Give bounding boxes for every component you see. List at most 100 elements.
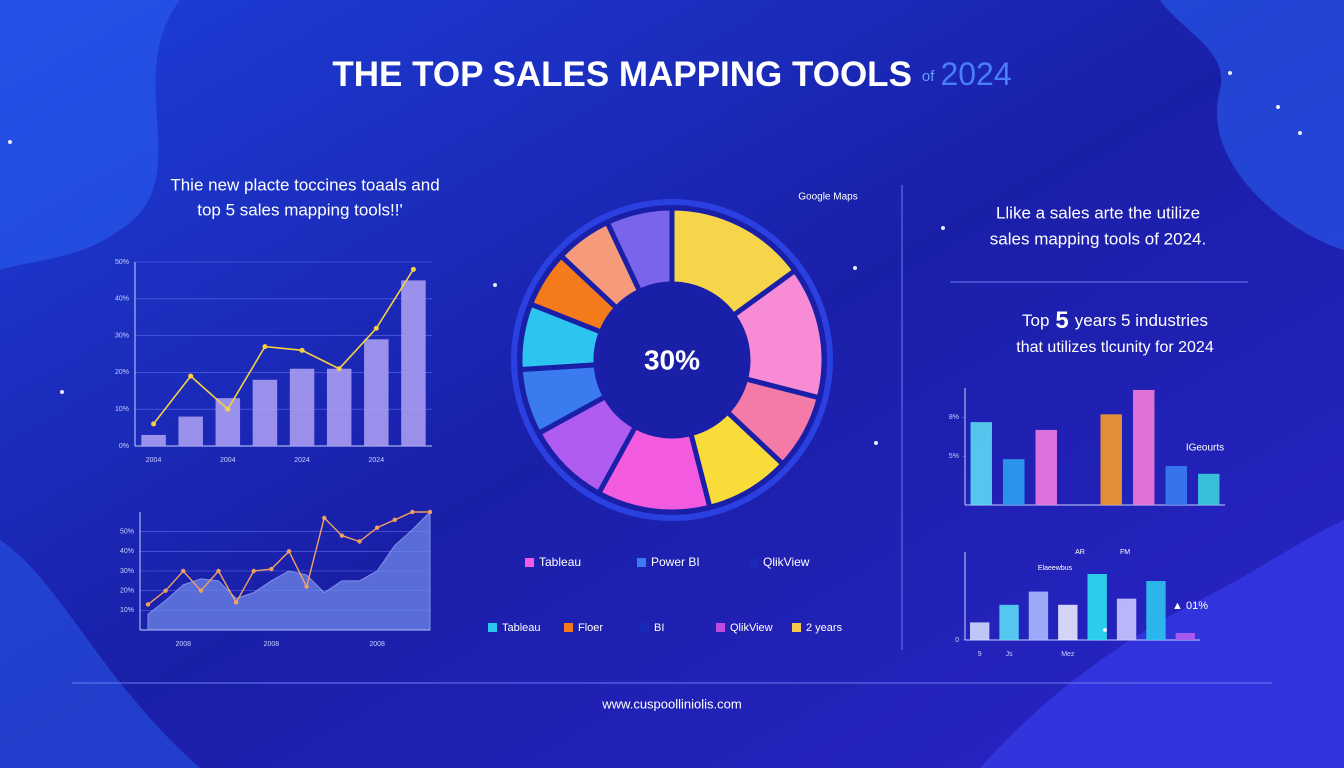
legend-swatch xyxy=(637,558,646,567)
heading-number: 5 xyxy=(1055,307,1068,334)
legend-swatch xyxy=(792,623,801,632)
chart-label: IGeourts xyxy=(1186,443,1224,454)
trend-line xyxy=(152,268,415,425)
trend-point xyxy=(373,325,379,331)
title-year: 2024 xyxy=(940,56,1011,92)
trend-point xyxy=(216,568,221,574)
blob xyxy=(1160,0,1344,250)
sparkle xyxy=(874,441,878,445)
heading-top: Top xyxy=(1022,311,1049,330)
sparkle xyxy=(853,266,857,270)
bar xyxy=(141,434,166,446)
title: THE TOP SALES MAPPING TOOLS of 2024 xyxy=(332,55,1011,94)
x-tick-label: 2004 xyxy=(220,457,236,464)
legend-label: 2 years xyxy=(806,622,843,634)
y-tick-label: 20% xyxy=(120,588,134,595)
y-tick-label: 0% xyxy=(119,443,129,450)
blob xyxy=(0,540,200,768)
legend-swatch xyxy=(488,623,497,632)
bar xyxy=(289,368,315,446)
footer-url: www.cuspoolliniolis.com xyxy=(601,696,741,711)
y-tick-label: 50% xyxy=(120,529,134,536)
y-tick-label: 0 xyxy=(955,637,959,644)
y-tick-label: 50% xyxy=(115,259,129,266)
bar xyxy=(969,622,990,640)
sparkle xyxy=(8,140,12,144)
heading-rest: years 5 industries xyxy=(1075,311,1208,330)
legend-swatch xyxy=(640,623,649,632)
legend-swatch xyxy=(716,623,725,632)
right-heading: Top 5 years 5 industries xyxy=(1022,307,1208,334)
area xyxy=(147,510,431,631)
y-tick-label: 30% xyxy=(120,568,134,575)
x-tick-label: 2008 xyxy=(175,641,191,648)
sparkle xyxy=(1103,628,1107,632)
y-tick-label: 30% xyxy=(115,332,129,339)
y-tick-label: 20% xyxy=(115,369,129,376)
bar xyxy=(1028,591,1049,640)
bar xyxy=(970,422,992,505)
bar xyxy=(1165,466,1187,505)
x-tick-label: 2024 xyxy=(294,457,310,464)
left-text: Thie new placte toccines toaals and xyxy=(170,175,439,194)
right-text: Llike a sales arte the utilize xyxy=(996,203,1200,222)
bar xyxy=(1058,604,1078,640)
right-subtext: that utilizes tlcunity for 2024 xyxy=(1016,339,1214,356)
y-tick-label: 8% xyxy=(949,414,959,421)
trend-point xyxy=(427,509,433,515)
bar xyxy=(999,604,1019,640)
legend-label: Power BI xyxy=(651,555,700,569)
bar xyxy=(1100,414,1122,505)
x-tick-label: 9 xyxy=(978,651,982,658)
blob xyxy=(0,0,180,270)
trend-point xyxy=(188,373,194,379)
bar xyxy=(1035,429,1057,505)
trend-point xyxy=(145,602,151,607)
trend-point xyxy=(151,421,157,427)
bar xyxy=(215,398,241,446)
trend-point xyxy=(181,568,186,574)
trend-point xyxy=(322,515,327,521)
bar xyxy=(1133,389,1155,505)
y-tick-label: 40% xyxy=(115,296,129,303)
trend-point xyxy=(339,533,345,538)
bar xyxy=(178,416,203,446)
trend-point xyxy=(392,517,397,523)
trend-point xyxy=(304,584,309,589)
bar xyxy=(1198,473,1220,505)
donut-hole xyxy=(598,286,746,434)
annotation: AR xyxy=(1075,549,1085,556)
legend-label: BI xyxy=(654,622,664,634)
blob xyxy=(980,520,1344,768)
x-tick-label: 2004 xyxy=(146,457,162,464)
trend-point xyxy=(233,600,239,605)
trend-point xyxy=(262,344,268,350)
trend-point xyxy=(198,588,204,593)
legend-label: Floer xyxy=(578,622,603,634)
annotation: ▲ 01% xyxy=(1172,600,1208,612)
bar xyxy=(401,280,426,446)
bar xyxy=(252,379,278,446)
trend-point xyxy=(374,525,380,530)
bar xyxy=(1175,632,1196,640)
left-text: top 5 sales mapping tools!!' xyxy=(197,200,402,219)
bar xyxy=(1003,459,1025,505)
right-text: sales mapping tools of 2024. xyxy=(990,229,1206,248)
sparkle xyxy=(941,226,945,230)
legend-swatch xyxy=(564,623,573,632)
legend-label: Tableau xyxy=(502,622,541,634)
sparkle xyxy=(1298,131,1302,135)
legend-label: Tableau xyxy=(539,555,581,569)
legend-swatch xyxy=(525,558,534,567)
trend-point xyxy=(410,266,416,272)
legend-label: QlikView xyxy=(763,555,810,569)
legend-swatch xyxy=(749,558,758,567)
bar xyxy=(1087,574,1107,640)
title-of: of xyxy=(922,68,935,85)
bar xyxy=(326,368,352,446)
legend-label: QlikView xyxy=(730,622,773,634)
x-tick-label: 2008 xyxy=(264,641,280,648)
x-tick-label: 2024 xyxy=(369,457,385,464)
